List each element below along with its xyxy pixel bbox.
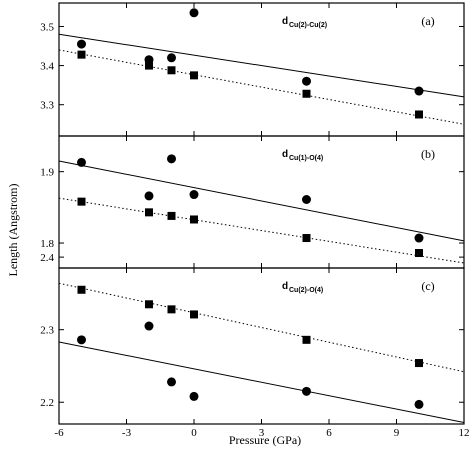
data-point-square: [190, 71, 198, 80]
panel-tag: (c): [421, 279, 434, 293]
data-point-square: [145, 61, 153, 70]
panel-title: d: [282, 281, 288, 292]
y-tick-label: 3.4: [40, 61, 54, 73]
panel-title-subscript: Cu(2)-Cu(2): [289, 22, 327, 29]
y-tick-label: 3.3: [40, 100, 54, 112]
data-point-square: [190, 310, 198, 319]
data-point-square: [77, 197, 86, 206]
data-point-square: [302, 234, 311, 243]
y-tick-label: 2.4: [40, 252, 54, 264]
fit-line-dotted: [58, 197, 465, 264]
y-tick-label: 1.9: [40, 167, 54, 179]
y-tick-label: 2.2: [40, 397, 54, 409]
panel-frame: [58, 2, 465, 137]
panel-title-subscript: Cu(1)-O(4): [289, 155, 323, 162]
fit-line-solid: [58, 33, 465, 98]
data-point-square: [190, 215, 198, 224]
data-point-circle: [302, 386, 311, 396]
data-point-square: [415, 249, 423, 258]
panel-a: 3.3 3.4 3.5 d Cu(2)-Cu(2) (a): [40, 2, 465, 137]
data-point-square: [145, 208, 153, 217]
panel-title-subscript: Cu(2)-O(4): [289, 287, 323, 294]
fit-line-dotted: [58, 282, 465, 373]
x-tick-label: -6: [54, 427, 64, 439]
data-point-circle: [77, 157, 86, 167]
x-axis-title: Pressure (GPa): [229, 433, 301, 447]
panel-tag: (b): [421, 147, 435, 161]
x-tick-label: 12: [459, 427, 470, 439]
fit-line-solid: [58, 160, 465, 242]
data-point-circle: [144, 191, 154, 201]
y-tick-label: 3.5: [40, 21, 54, 33]
x-tick-label: 3: [259, 427, 265, 439]
data-point-circle: [77, 335, 86, 345]
x-tick-label: 6: [326, 427, 332, 439]
data-point-circle: [414, 233, 424, 243]
y-axis-title: Length (Angstrom): [6, 184, 20, 277]
data-point-circle: [144, 321, 154, 331]
data-point-square: [167, 305, 176, 314]
data-point-circle: [302, 76, 311, 86]
data-point-square: [415, 359, 423, 368]
data-point-circle: [167, 154, 176, 164]
fit-line-solid: [58, 341, 465, 424]
data-point-circle: [77, 39, 86, 49]
y-tick-label: 1.8: [40, 238, 54, 250]
panel-b: 1.8 1.9 d Cu(1)-O(4) (b): [40, 135, 465, 269]
data-point-square: [415, 110, 423, 119]
data-point-square: [77, 285, 86, 294]
panel-tag: (a): [421, 14, 434, 28]
data-point-circle: [167, 377, 176, 387]
panels-group: 3.33.43.5 d Cu(2)-Cu(2) (a)1.81.9d Cu(1)-O(4…: [40, 2, 465, 425]
x-tick-label: 9: [394, 427, 400, 439]
panel-title: d: [282, 149, 288, 160]
panel-frame: [58, 267, 465, 425]
data-point-circle: [414, 399, 424, 409]
panel-c: 2.2 2.3 2.4 d Cu(2)-O(4) (c): [40, 252, 465, 425]
data-point-circle: [189, 190, 199, 200]
x-axis: -6 -3 0 3 6 9 12: [54, 427, 469, 439]
data-point-square: [302, 335, 311, 344]
y-tick-label: 2.3: [40, 325, 54, 337]
fit-line-dotted: [58, 49, 465, 125]
data-point-circle: [302, 195, 311, 205]
data-point-circle: [189, 8, 199, 18]
data-point-circle: [189, 391, 199, 401]
panel-title: d: [282, 16, 288, 27]
x-tick-label: 0: [191, 427, 197, 439]
data-point-square: [145, 300, 153, 309]
x-tick-label: -3: [122, 427, 132, 439]
panel-frame: [58, 135, 465, 269]
data-point-square: [167, 66, 176, 75]
data-point-circle: [167, 53, 176, 63]
data-point-square: [302, 89, 311, 98]
data-point-square: [77, 50, 86, 59]
data-point-circle: [414, 86, 424, 96]
data-point-square: [167, 211, 176, 220]
